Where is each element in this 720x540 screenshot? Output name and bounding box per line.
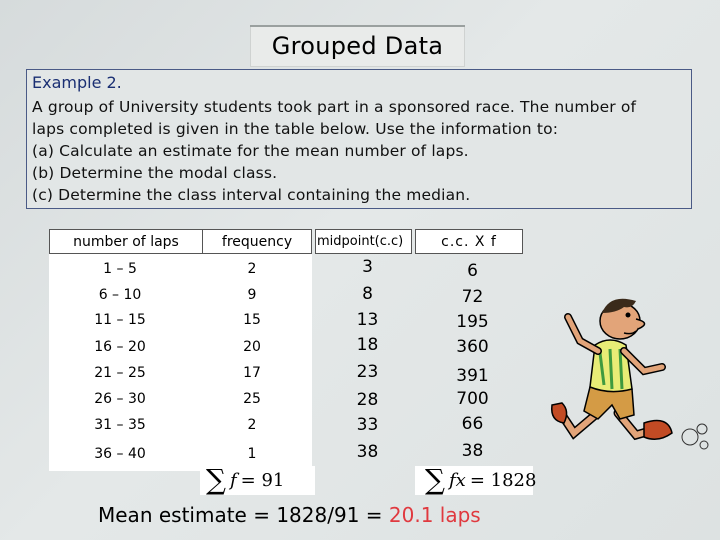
table-row-3-midpoint: 13 bbox=[356, 310, 379, 330]
sum-fx: ∑ fx = 1828 bbox=[425, 466, 536, 494]
example-line-4: (b) Determine the modal class. bbox=[32, 164, 278, 182]
table-row-7-frequency: 2 bbox=[247, 417, 257, 433]
table-row-7-ccxf: 66 bbox=[461, 414, 484, 434]
table-row-6-frequency: 25 bbox=[243, 391, 261, 407]
table-row-5-midpoint: 23 bbox=[356, 362, 379, 382]
example-box: Example 2. A group of University student… bbox=[26, 69, 692, 209]
example-line-1: A group of University students took part… bbox=[32, 98, 637, 116]
table-row-5-ccxf: 391 bbox=[456, 366, 489, 386]
example-line-2: laps completed is given in the table bel… bbox=[32, 120, 559, 138]
table-row-4-midpoint: 18 bbox=[356, 335, 379, 355]
header-laps: number of laps bbox=[49, 229, 202, 254]
table-column-bg-2 bbox=[202, 229, 312, 471]
table-row-5-laps: 21 – 25 bbox=[94, 365, 146, 381]
table-row-1-midpoint: 3 bbox=[362, 257, 373, 277]
table-row-1-ccxf: 6 bbox=[467, 261, 478, 281]
mean-estimate: Mean estimate = 1828/91 = 20.1 laps bbox=[98, 503, 481, 527]
table-row-4-ccxf: 360 bbox=[456, 337, 489, 357]
title-box: Grouped Data bbox=[250, 25, 465, 67]
table-column-bg-3 bbox=[200, 466, 315, 495]
header-ccxf: c.c. X f bbox=[415, 229, 523, 254]
table-row-1-frequency: 2 bbox=[247, 261, 257, 277]
example-line-3: (a) Calculate an estimate for the mean n… bbox=[32, 142, 469, 160]
table-row-4-laps: 16 – 20 bbox=[94, 339, 146, 355]
table-row-6-midpoint: 28 bbox=[356, 390, 379, 410]
sum-frequency-value: = 91 bbox=[240, 469, 285, 491]
page-title: Grouped Data bbox=[271, 32, 444, 60]
runner-cartoon-illustration bbox=[551, 298, 709, 450]
table-row-2-laps: 6 – 10 bbox=[98, 287, 142, 303]
example-line-5: (c) Determine the class interval contain… bbox=[32, 186, 471, 204]
table-row-3-laps: 11 – 15 bbox=[94, 312, 146, 328]
table-row-2-midpoint: 8 bbox=[362, 284, 373, 304]
table-row-8-midpoint: 38 bbox=[356, 442, 379, 462]
table-row-8-frequency: 1 bbox=[247, 446, 257, 462]
table-row-6-laps: 26 – 30 bbox=[94, 391, 146, 407]
sum-fx-var: fx bbox=[449, 469, 466, 491]
sum-frequency-symbol: ∑ bbox=[206, 463, 226, 496]
table-row-4-frequency: 20 bbox=[243, 339, 261, 355]
sum-frequency: ∑ f = 91 bbox=[206, 466, 284, 494]
header-midpoint: midpoint(c.c) bbox=[315, 229, 412, 254]
table-row-6-ccxf: 700 bbox=[456, 389, 489, 409]
table-row-5-frequency: 17 bbox=[243, 365, 261, 381]
table-row-8-laps: 36 – 40 bbox=[94, 446, 146, 462]
table-column-bg-1 bbox=[49, 229, 202, 471]
mean-estimate-result: 20.1 laps bbox=[388, 503, 481, 527]
table-row-3-frequency: 15 bbox=[243, 312, 261, 328]
table-column-bg-4 bbox=[415, 466, 533, 495]
table-row-8-ccxf: 38 bbox=[461, 441, 484, 461]
table-row-2-ccxf: 72 bbox=[461, 287, 484, 307]
header-frequency: frequency bbox=[202, 229, 312, 254]
example-heading: Example 2. bbox=[32, 73, 122, 92]
sum-fx-value: = 1828 bbox=[469, 469, 537, 491]
table-row-7-laps: 31 – 35 bbox=[94, 417, 146, 433]
sum-frequency-var: f bbox=[230, 469, 237, 491]
mean-estimate-text: Mean estimate = 1828/91 = bbox=[98, 503, 389, 527]
table-row-1-laps: 1 – 5 bbox=[103, 261, 137, 277]
table-row-3-ccxf: 195 bbox=[456, 312, 489, 332]
sum-fx-symbol: ∑ bbox=[425, 463, 445, 496]
table-row-2-frequency: 9 bbox=[247, 287, 257, 303]
table-row-7-midpoint: 33 bbox=[356, 415, 379, 435]
